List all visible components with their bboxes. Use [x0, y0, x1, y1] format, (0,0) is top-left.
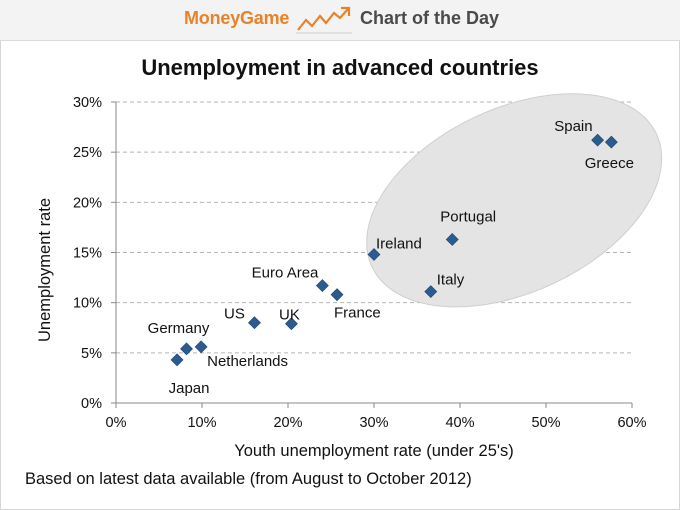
data-point-euro-area — [315, 279, 329, 293]
data-point-uk — [285, 317, 298, 331]
data-label-netherlands: Netherlands — [207, 353, 288, 370]
data-label-france: France — [334, 305, 381, 322]
x-tick-label: 10% — [187, 415, 216, 431]
data-point-us — [248, 316, 261, 330]
data-label-euro-area: Euro Area — [252, 265, 319, 282]
y-tick-label: 15% — [73, 246, 102, 262]
data-label-greece: Greece — [585, 155, 634, 172]
y-tick-label: 0% — [81, 396, 102, 412]
x-tick-label: 60% — [617, 415, 646, 431]
data-point-france — [330, 288, 344, 302]
data-label-uk: UK — [279, 307, 300, 324]
y-tick-label: 30% — [73, 95, 102, 111]
y-tick-label: 20% — [73, 195, 102, 211]
data-point-japan — [170, 353, 184, 367]
highlight-ellipse — [366, 93, 663, 308]
data-label-portugal: Portugal — [440, 208, 496, 225]
header-banner: MoneyGame Chart of the Day — [0, 0, 680, 41]
data-point-netherlands — [194, 340, 208, 354]
x-tick-label: 20% — [273, 415, 302, 431]
data-label-us: US — [224, 306, 245, 323]
y-tick-label: 25% — [73, 145, 102, 161]
data-label-ireland: Ireland — [376, 236, 422, 253]
y-axis-title: Unemployment rate — [36, 198, 54, 342]
x-tick-label: 30% — [359, 415, 388, 431]
data-point-portugal — [445, 233, 459, 246]
data-point-italy — [424, 285, 438, 299]
data-point-ireland — [367, 248, 381, 261]
data-point-germany — [180, 342, 193, 356]
rising-trend-chart-icon — [296, 6, 352, 34]
data-label-japan: Japan — [169, 380, 210, 397]
chart-title: Unemployment in advanced countries — [141, 55, 539, 80]
brand-name: MoneyGame — [184, 8, 290, 28]
x-tick-label: 40% — [445, 415, 474, 431]
banner-title: Chart of the Day — [360, 8, 500, 28]
data-point-spain — [591, 133, 605, 147]
data-label-germany: Germany — [148, 320, 210, 337]
y-tick-label: 10% — [73, 296, 102, 312]
data-label-spain: Spain — [554, 118, 592, 135]
footnote: Based on latest data available (from Aug… — [25, 470, 472, 488]
y-tick-label: 5% — [81, 346, 102, 362]
x-tick-label: 0% — [106, 415, 127, 431]
x-tick-label: 50% — [531, 415, 560, 431]
x-axis-title: Youth unemployment rate (under 25's) — [234, 442, 514, 460]
data-label-italy: Italy — [437, 272, 465, 289]
data-point-greece — [604, 135, 618, 149]
